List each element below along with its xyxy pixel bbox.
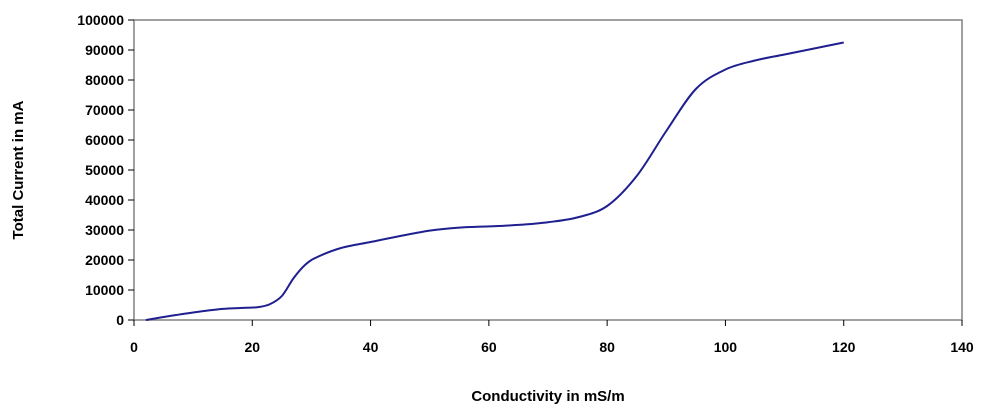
y-tick-label: 40000 bbox=[85, 192, 124, 208]
y-tick-label: 70000 bbox=[85, 102, 124, 118]
y-axis: 0 10000 20000 30000 40000 50000 60000 70000 8000… bbox=[77, 12, 134, 328]
y-tick-label: 100000 bbox=[77, 12, 124, 28]
x-tick-label: 100 bbox=[714, 339, 738, 355]
y-tick-label: 50000 bbox=[85, 162, 124, 178]
y-tick-label: 90000 bbox=[85, 42, 124, 58]
x-tick-label: 40 bbox=[363, 339, 379, 355]
y-axis-title: Total Current in mA bbox=[10, 100, 27, 239]
series-line-0 bbox=[145, 41, 844, 321]
plot-area bbox=[133, 19, 963, 321]
y-tick-label: 30000 bbox=[85, 222, 124, 238]
x-axis-title: Conductivity in mS/m bbox=[471, 388, 624, 405]
x-tick-label: 20 bbox=[244, 339, 260, 355]
series-layer bbox=[145, 41, 844, 321]
y-tick-label: 0 bbox=[116, 312, 124, 328]
y-tick-label: 60000 bbox=[85, 132, 124, 148]
x-axis: 0 20 40 60 80 100 120 140 bbox=[130, 320, 974, 355]
y-tick-label: 10000 bbox=[85, 282, 124, 298]
y-tick-label: 20000 bbox=[85, 252, 124, 268]
y-tick-label: 80000 bbox=[85, 72, 124, 88]
x-tick-label: 120 bbox=[832, 339, 856, 355]
x-tick-label: 80 bbox=[599, 339, 615, 355]
x-tick-label: 60 bbox=[481, 339, 497, 355]
x-tick-label: 140 bbox=[950, 339, 974, 355]
x-tick-label: 0 bbox=[130, 339, 138, 355]
